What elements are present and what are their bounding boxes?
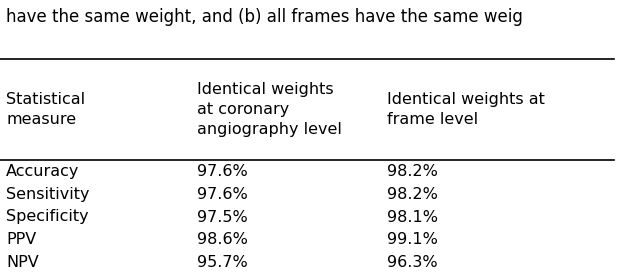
Text: 97.5%: 97.5% <box>196 209 247 225</box>
Text: 96.3%: 96.3% <box>387 255 438 270</box>
Text: 98.1%: 98.1% <box>387 209 438 225</box>
Text: 98.2%: 98.2% <box>387 186 438 202</box>
Text: Accuracy: Accuracy <box>6 164 79 179</box>
Text: PPV: PPV <box>6 232 36 248</box>
Text: Specificity: Specificity <box>6 209 89 225</box>
Text: Identical weights
at coronary
angiography level: Identical weights at coronary angiograph… <box>196 82 341 137</box>
Text: Identical weights at
frame level: Identical weights at frame level <box>387 92 545 127</box>
Text: 98.6%: 98.6% <box>196 232 248 248</box>
Text: 97.6%: 97.6% <box>196 164 247 179</box>
Text: 98.2%: 98.2% <box>387 164 438 179</box>
Text: 97.6%: 97.6% <box>196 186 247 202</box>
Text: 95.7%: 95.7% <box>196 255 247 270</box>
Text: Sensitivity: Sensitivity <box>6 186 90 202</box>
Text: NPV: NPV <box>6 255 39 270</box>
Text: Statistical
measure: Statistical measure <box>6 92 85 127</box>
Text: 99.1%: 99.1% <box>387 232 438 248</box>
Text: have the same weight, and (b) all frames have the same weig: have the same weight, and (b) all frames… <box>6 8 523 26</box>
